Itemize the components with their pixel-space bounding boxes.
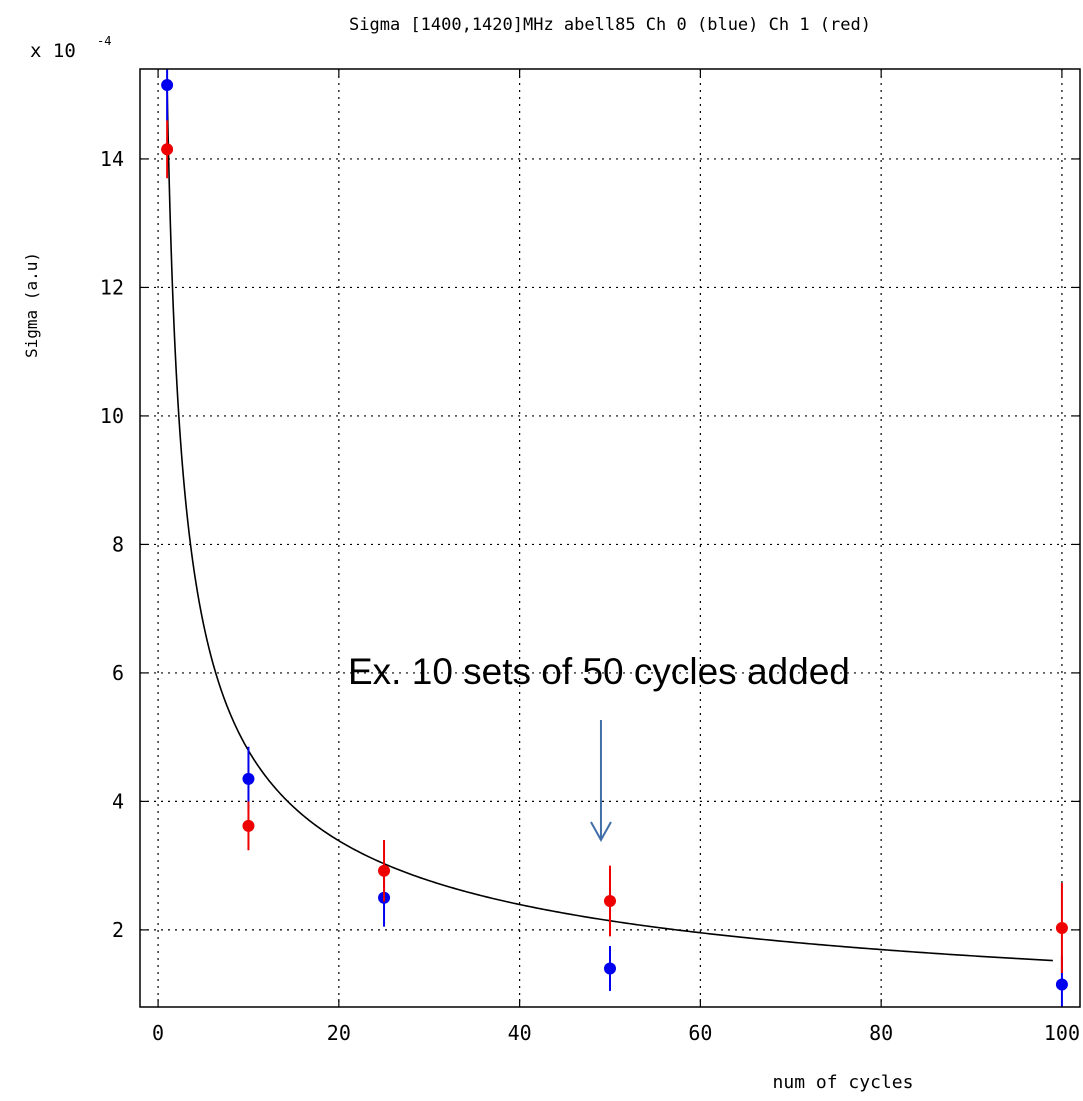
series-group [161,69,1068,1007]
x-axis-label: num of cycles [773,1072,914,1093]
fit-curve-group [166,85,1053,962]
series-0 [161,69,1068,1007]
data-point [1055,921,1068,934]
y-tick-label: 4 [112,789,124,813]
x-tick-label: 0 [152,1021,164,1045]
y-tick-label: 8 [112,532,124,556]
x-tick-label: 60 [688,1021,712,1045]
y-multiplier-exponent: -4 [97,34,111,48]
x-tick-label: 80 [869,1021,893,1045]
annotation-arrow [590,720,612,843]
annotation-text: Ex. 10 sets of 50 cycles added [348,651,850,692]
series-1 [161,120,1068,973]
chart-title: Sigma [1400,1420]MHz abell85 Ch 0 (blue)… [349,15,871,35]
x-tick-label: 40 [508,1021,532,1045]
data-point [242,772,255,785]
y-tick-label: 12 [100,275,124,299]
x-tick-label: 20 [327,1021,351,1045]
data-point [161,143,174,156]
y-axis-label: Sigma (a.u) [22,252,41,358]
y-tick-label: 6 [112,661,124,685]
annotation-arrow-head [590,821,612,843]
axis-ticks: 0 20 40 60 80 100 2 4 6 8 10 12 14 [100,69,1080,1045]
y-tick-label: 10 [100,404,124,428]
y-tick-label: 2 [112,918,124,942]
y-multiplier: x 10 -4 [30,34,111,62]
data-point [378,864,391,877]
data-point [604,962,616,975]
fit-curve [166,85,1053,962]
y-tick-label: 14 [100,147,124,171]
data-point [242,819,255,832]
y-multiplier-base: x 10 [30,40,76,62]
data-point [604,894,616,907]
plot-frame [139,68,1081,1008]
data-point [161,79,174,92]
data-point [1055,978,1068,991]
x-tick-label: 100 [1044,1021,1080,1045]
